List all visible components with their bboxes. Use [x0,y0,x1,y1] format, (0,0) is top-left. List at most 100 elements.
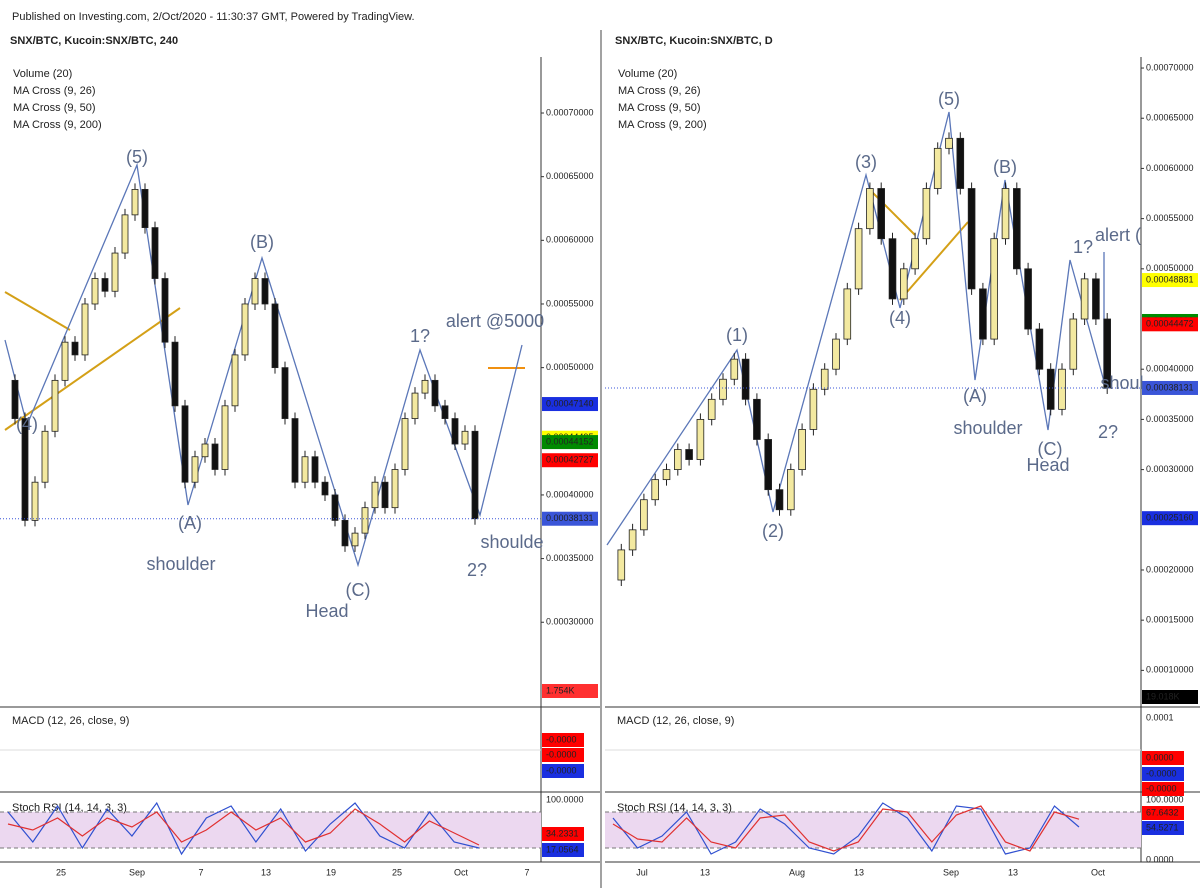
candle [471,430,479,520]
candle [261,278,269,305]
annotation: 1? [1073,237,1093,257]
stoch-title: Stoch RSI (14, 14, 3, 3) [12,802,127,814]
candle [171,341,179,407]
candle [251,278,259,305]
annotation: (C) [346,580,371,600]
candle [719,378,727,400]
chart-title: SNX/BTC, Kucoin:SNX/BTC, 240 [10,35,178,47]
macd-badge-label: -0.0000 [1146,783,1177,793]
macd-title: MACD (12, 26, close, 9) [617,715,734,727]
trend-line [4,291,71,331]
candle [1069,318,1078,370]
x-tick-label: Sep [943,867,959,877]
candle [877,188,885,240]
annotation: shoulde [480,532,543,552]
price-badge-label: 0.00044472 [1146,319,1194,329]
stoch-badge-label: 54.5271 [1146,822,1179,832]
annotation: (4) [16,414,38,434]
candle [391,469,399,509]
candle [291,418,299,483]
stoch-badge [542,827,584,841]
x-tick-label: 25 [392,867,402,877]
price-badge [542,435,598,450]
annotation: shoulder [953,418,1022,438]
candle [301,456,309,483]
x-tick-label: 13 [854,867,864,877]
price-badge [1142,380,1198,395]
candle [1058,368,1066,410]
stoch-tick-label: 0.0000 [1146,854,1174,864]
chart-title: SNX/BTC, Kucoin:SNX/BTC, D [615,35,773,47]
annotation: (A) [963,386,987,406]
price-badge-label: 0.00038131 [1146,382,1194,392]
y-tick-label: 0.00015000 [1146,615,1194,625]
candle [131,189,139,216]
macd-badge [542,733,584,747]
price-badge [542,453,598,468]
stoch-tick-label: 100.0000 [1146,794,1184,804]
price-badge-label: 0.00044152 [546,436,594,446]
annotation: 2? [467,560,487,580]
candle [61,341,69,381]
stoch-line [7,808,480,846]
macd-badge-label: -0.0000 [1146,768,1177,778]
stoch-badge [1142,821,1184,835]
y-tick-label: 0.00035000 [546,553,594,563]
candle [421,379,429,394]
candle [1035,328,1044,370]
candle [371,481,379,509]
candle [211,443,219,470]
candle [11,379,19,419]
annotation: (B) [250,232,274,252]
macd-badge-label: -0.0000 [546,749,577,759]
volume-badge [1142,690,1198,704]
candle [181,405,189,483]
stoch-tick-label: 100.0000 [546,794,584,804]
candle [191,456,199,483]
candle [411,392,419,419]
y-tick-label: 0.00035000 [1146,414,1194,424]
annotation: 2? [1098,422,1118,442]
candle [640,499,648,531]
candle [91,278,99,305]
candle [730,358,739,380]
stoch-line [7,801,480,856]
price-badge [542,397,598,412]
trend-line [899,221,969,301]
macd-badge [1142,782,1184,796]
macd-badge [542,764,584,778]
annotation: 1? [410,326,430,346]
candle [820,368,829,390]
candle [1046,368,1055,410]
y-tick-label: 0.00060000 [546,235,594,245]
candle [341,520,349,547]
annotation: (2) [762,521,784,541]
candle [1103,318,1111,389]
price-badge [542,511,598,526]
indicator-label: MA Cross (9, 200) [618,119,707,131]
candle [1092,278,1100,320]
x-tick-label: 13 [261,867,271,877]
candle [843,288,852,340]
y-tick-label: 0.00055000 [546,298,594,308]
annotation: (C) [1038,439,1063,459]
candle [628,529,637,551]
candle [221,405,229,470]
candle [707,398,716,420]
candle [990,238,998,340]
candle [441,405,449,419]
stoch-title: Stoch RSI (14, 14, 3, 3) [617,802,732,814]
candle [753,398,761,440]
y-tick-label: 0.00030000 [1146,464,1194,474]
price-badge-label: 0.00025160 [1146,513,1194,523]
candle [662,469,671,481]
stoch-line [612,802,1080,855]
annotation: (1) [726,325,748,345]
indicator-label: MA Cross (9, 50) [13,102,96,114]
annotation: shoulder [146,554,215,574]
x-tick-label: Oct [1091,867,1106,877]
y-tick-label: 0.00055000 [1146,213,1194,223]
candle [787,469,795,511]
price-badge-label: 0.00042727 [546,455,594,465]
